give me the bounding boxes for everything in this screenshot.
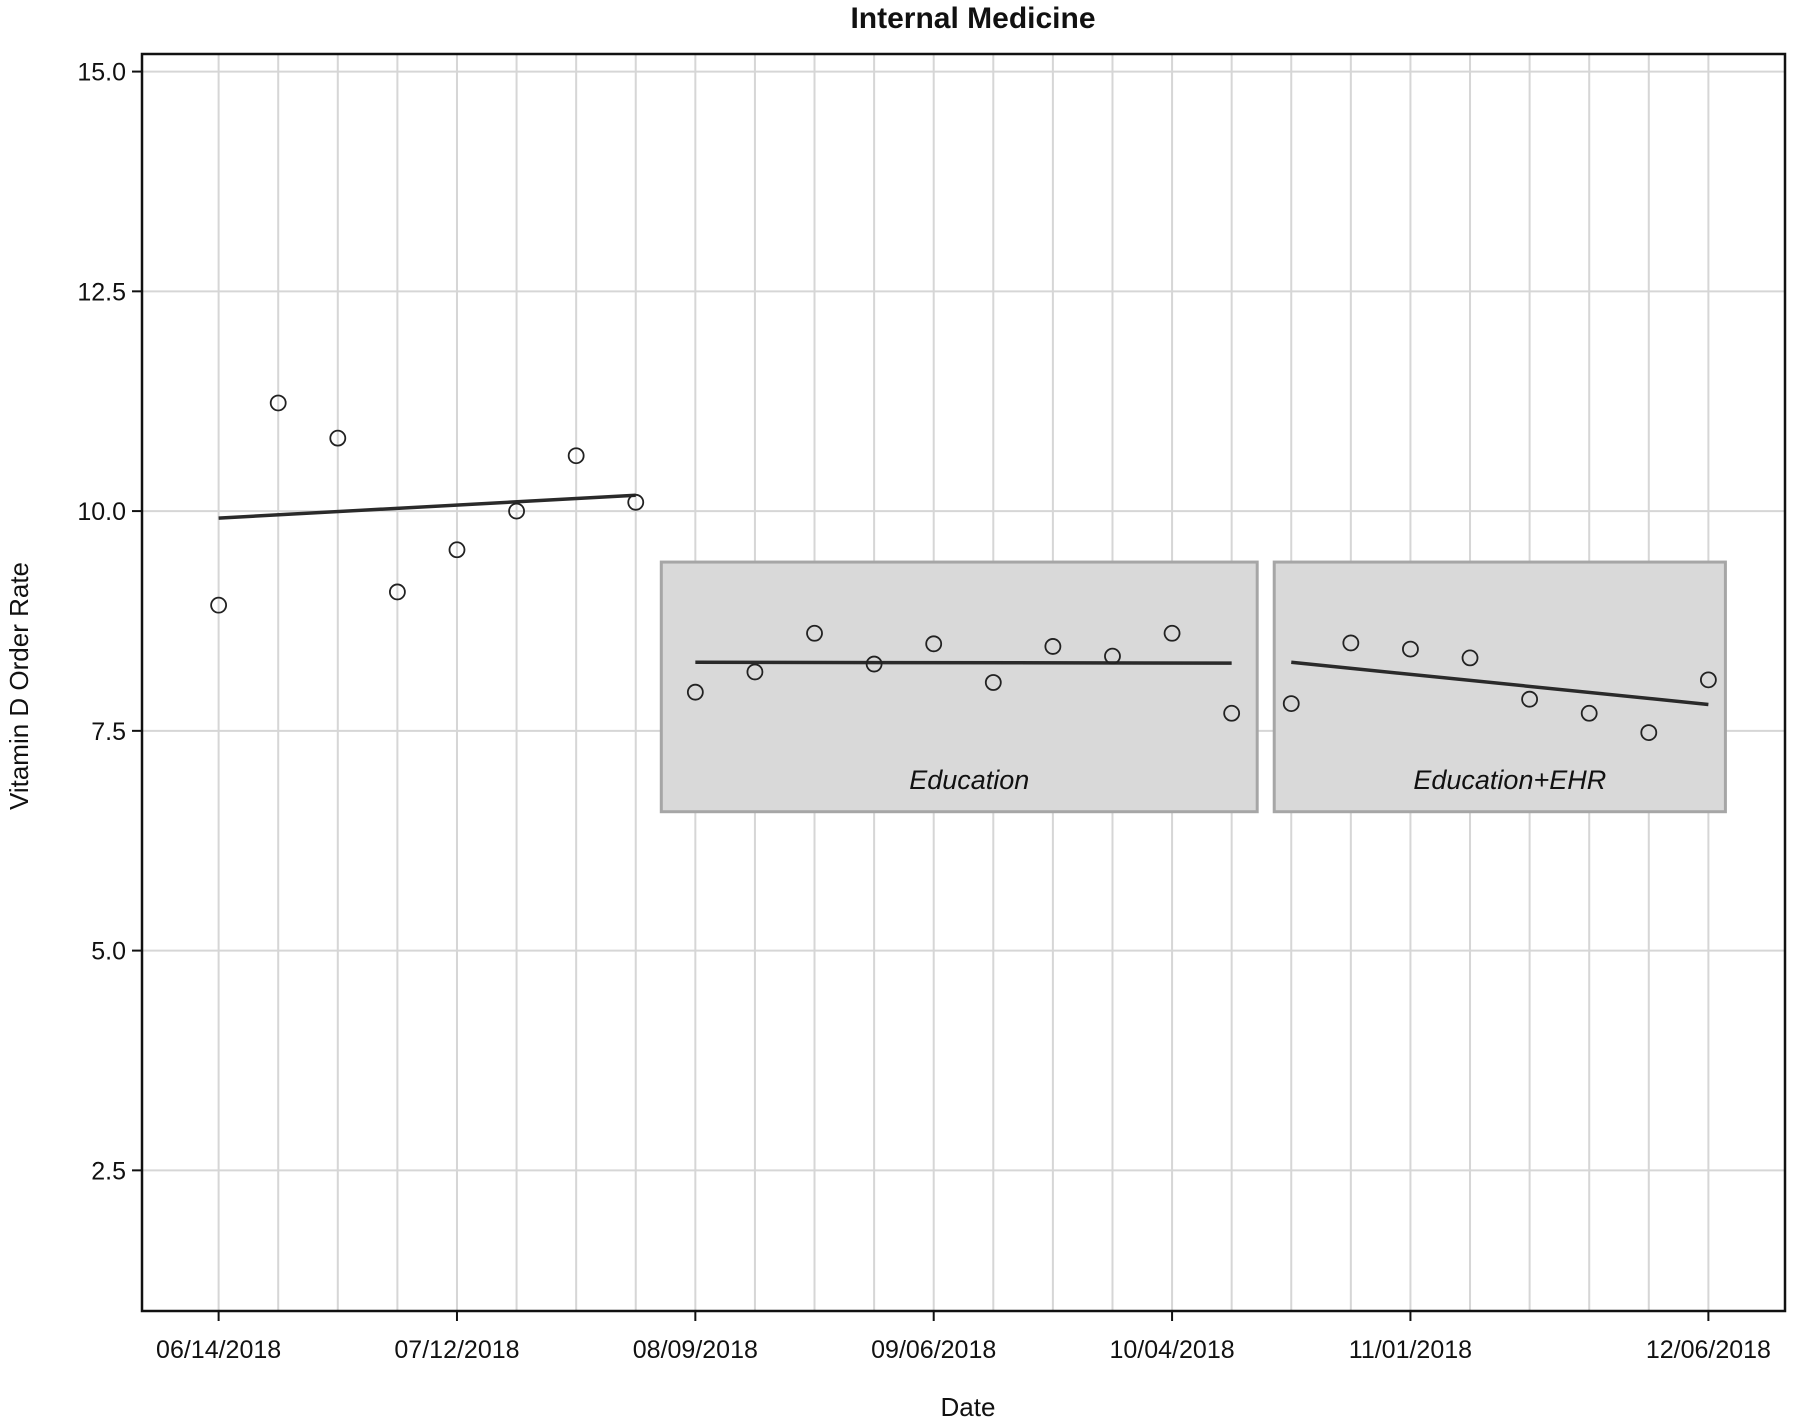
data-point [1640, 724, 1658, 742]
x-tick-label: 08/09/2018 [633, 1336, 758, 1364]
data-point [1461, 649, 1479, 667]
y-tick-label: 5.0 [91, 938, 126, 966]
data-point [1163, 624, 1181, 642]
data-point [269, 394, 287, 412]
data-point [1044, 638, 1062, 655]
data-point [1580, 704, 1598, 722]
data-point [508, 502, 525, 520]
y-tick-label: 15.0 [77, 59, 126, 87]
x-tick-label: 07/12/2018 [394, 1336, 519, 1364]
trend-lines [218, 493, 1709, 707]
trend-line [1291, 660, 1709, 707]
data-point [1699, 671, 1717, 689]
data-point [1402, 640, 1419, 658]
data-point [806, 624, 823, 642]
phase-label: Education+EHR [1413, 765, 1606, 795]
x-tick-label: 09/06/2018 [871, 1336, 996, 1364]
data-points [210, 394, 1717, 742]
data-point [1223, 704, 1241, 722]
data-point [567, 447, 585, 465]
data-point [388, 583, 406, 601]
plot-frame [140, 52, 1787, 1313]
data-point [865, 655, 883, 673]
data-point [984, 674, 1002, 691]
data-point [448, 541, 466, 559]
y-tick-label: 10.0 [77, 498, 126, 526]
x-tick-label: 06/14/2018 [156, 1336, 281, 1364]
chart-title: Internal Medicine [850, 2, 1095, 35]
axes [132, 52, 1787, 1321]
data-point [1104, 647, 1121, 665]
data-point [925, 635, 943, 653]
phase-boxes: Education Education+EHR [659, 560, 1727, 814]
y-axis-label: Vitamin D Order Rate [4, 562, 34, 810]
y-tick-label: 2.5 [91, 1157, 126, 1185]
trend-line [218, 493, 636, 520]
data-point [329, 429, 347, 447]
phase-box-education [659, 560, 1259, 814]
x-axis-label: Date [941, 1392, 996, 1422]
trend-line [695, 660, 1232, 665]
data-point [1282, 695, 1300, 712]
x-tick-label: 10/04/2018 [1110, 1336, 1235, 1364]
y-tick-label: 7.5 [91, 718, 126, 746]
data-point [686, 683, 704, 701]
phase-label: Education [909, 765, 1029, 795]
x-tick-label: 11/01/2018 [1349, 1336, 1472, 1364]
x-tick-label: 12/06/2018 [1646, 1336, 1771, 1364]
y-tick-label: 12.5 [77, 278, 126, 306]
data-point [746, 663, 764, 681]
data-point [1342, 634, 1360, 652]
data-point [1521, 690, 1539, 708]
data-point [210, 596, 228, 614]
data-point [627, 493, 645, 511]
phase-box-education-ehr [1272, 560, 1727, 814]
tick-labels: 15.0 12.5 10.0 7.5 5.0 2.5 06/14/2018 07/12/201… [77, 59, 1771, 1364]
